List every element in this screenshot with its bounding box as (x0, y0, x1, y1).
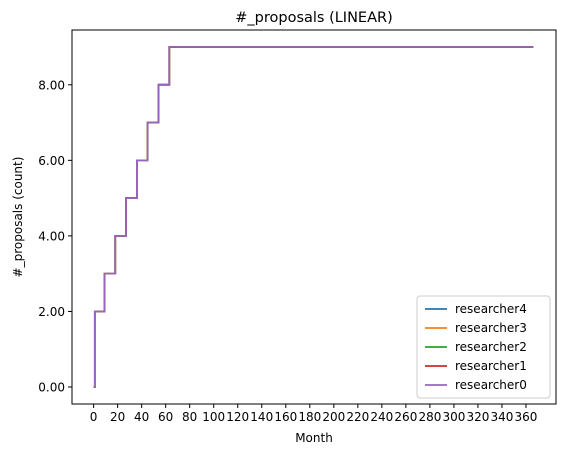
legend-label: researcher1 (455, 359, 527, 373)
x-tick-label: 60 (158, 410, 173, 424)
y-tick-label: 2.00 (38, 305, 65, 319)
x-tick-label: 240 (370, 410, 393, 424)
legend-label: researcher3 (455, 321, 527, 335)
x-tick-label: 180 (298, 410, 321, 424)
x-tick-label: 120 (226, 410, 249, 424)
y-tick-label: 4.00 (38, 229, 65, 243)
chart-title: #_proposals (LINEAR) (235, 10, 393, 26)
y-axis: 0.00 2.00 4.00 6.00 8.00 (38, 78, 72, 395)
x-tick-label: 100 (202, 410, 225, 424)
y-tick-label: 8.00 (38, 78, 65, 92)
plot-frame (71, 29, 557, 405)
x-tick-label: 160 (274, 410, 297, 424)
legend-label: researcher0 (455, 378, 527, 392)
x-tick-label: 40 (134, 410, 149, 424)
x-tick-label: 280 (418, 410, 441, 424)
y-tick-label: 6.00 (38, 154, 65, 168)
legend-label: researcher2 (455, 340, 527, 354)
series-line-researcher0 (93, 46, 534, 388)
x-tick-label: 300 (442, 410, 465, 424)
x-tick-label: 200 (322, 410, 345, 424)
x-axis: 0 20 40 60 80 100 120 140 160 180 200 220 240 260 280 3… (90, 404, 538, 424)
x-axis-label: Month (295, 431, 333, 445)
x-tick-label: 80 (182, 410, 197, 424)
x-tick-label: 220 (346, 410, 369, 424)
x-tick-label: 360 (515, 410, 538, 424)
legend-box (416, 295, 551, 399)
x-tick-label: 20 (110, 410, 125, 424)
y-axis-label: #_proposals (count) (11, 157, 25, 278)
x-tick-label: 140 (250, 410, 273, 424)
x-tick-label: 0 (90, 410, 98, 424)
series-layer (93, 46, 534, 388)
y-tick-label: 0.00 (38, 381, 65, 395)
legend: researcher4 researcher3 researcher2 researc… (416, 295, 551, 399)
x-tick-label: 260 (394, 410, 417, 424)
legend-label: researcher4 (455, 302, 527, 316)
x-tick-label: 320 (466, 410, 489, 424)
x-tick-label: 340 (491, 410, 514, 424)
